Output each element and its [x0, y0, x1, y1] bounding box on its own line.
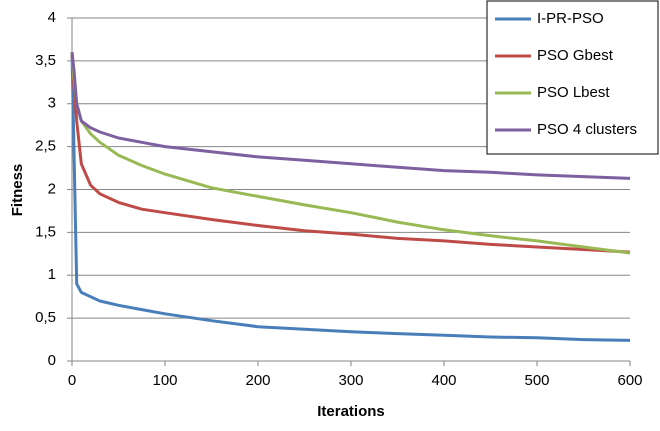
legend-label: PSO Lbest: [537, 84, 610, 101]
series-line: [70, 52, 631, 254]
x-axis-title: Iterations: [317, 403, 385, 420]
y-tick-label: 4: [48, 9, 56, 26]
y-tick-label: 1,5: [35, 223, 56, 240]
y-tick-label: 2,5: [35, 138, 56, 155]
y-axis-title: Fitness: [9, 164, 26, 217]
legend-label: PSO Gbest: [537, 47, 614, 64]
y-tick-label: 3: [48, 95, 56, 112]
x-tick-label: 0: [68, 372, 76, 389]
x-tick-label: 300: [338, 372, 363, 389]
legend-label: PSO 4 clusters: [537, 121, 637, 138]
y-tick-label: 0,5: [35, 309, 56, 326]
x-tick-label: 100: [152, 372, 177, 389]
y-tick-label: 1: [48, 266, 56, 283]
y-tick-label: 2: [48, 180, 56, 197]
series-line: [70, 52, 631, 180]
x-tick-label: 500: [524, 372, 549, 389]
x-tick-label: 600: [617, 372, 642, 389]
y-tick-label: 0: [48, 352, 56, 369]
x-tick-label: 200: [245, 372, 270, 389]
y-tick-label: 3,5: [35, 52, 56, 69]
legend-label: I-PR-PSO: [537, 10, 604, 27]
x-tick-label: 400: [431, 372, 456, 389]
series-line: [70, 52, 631, 342]
